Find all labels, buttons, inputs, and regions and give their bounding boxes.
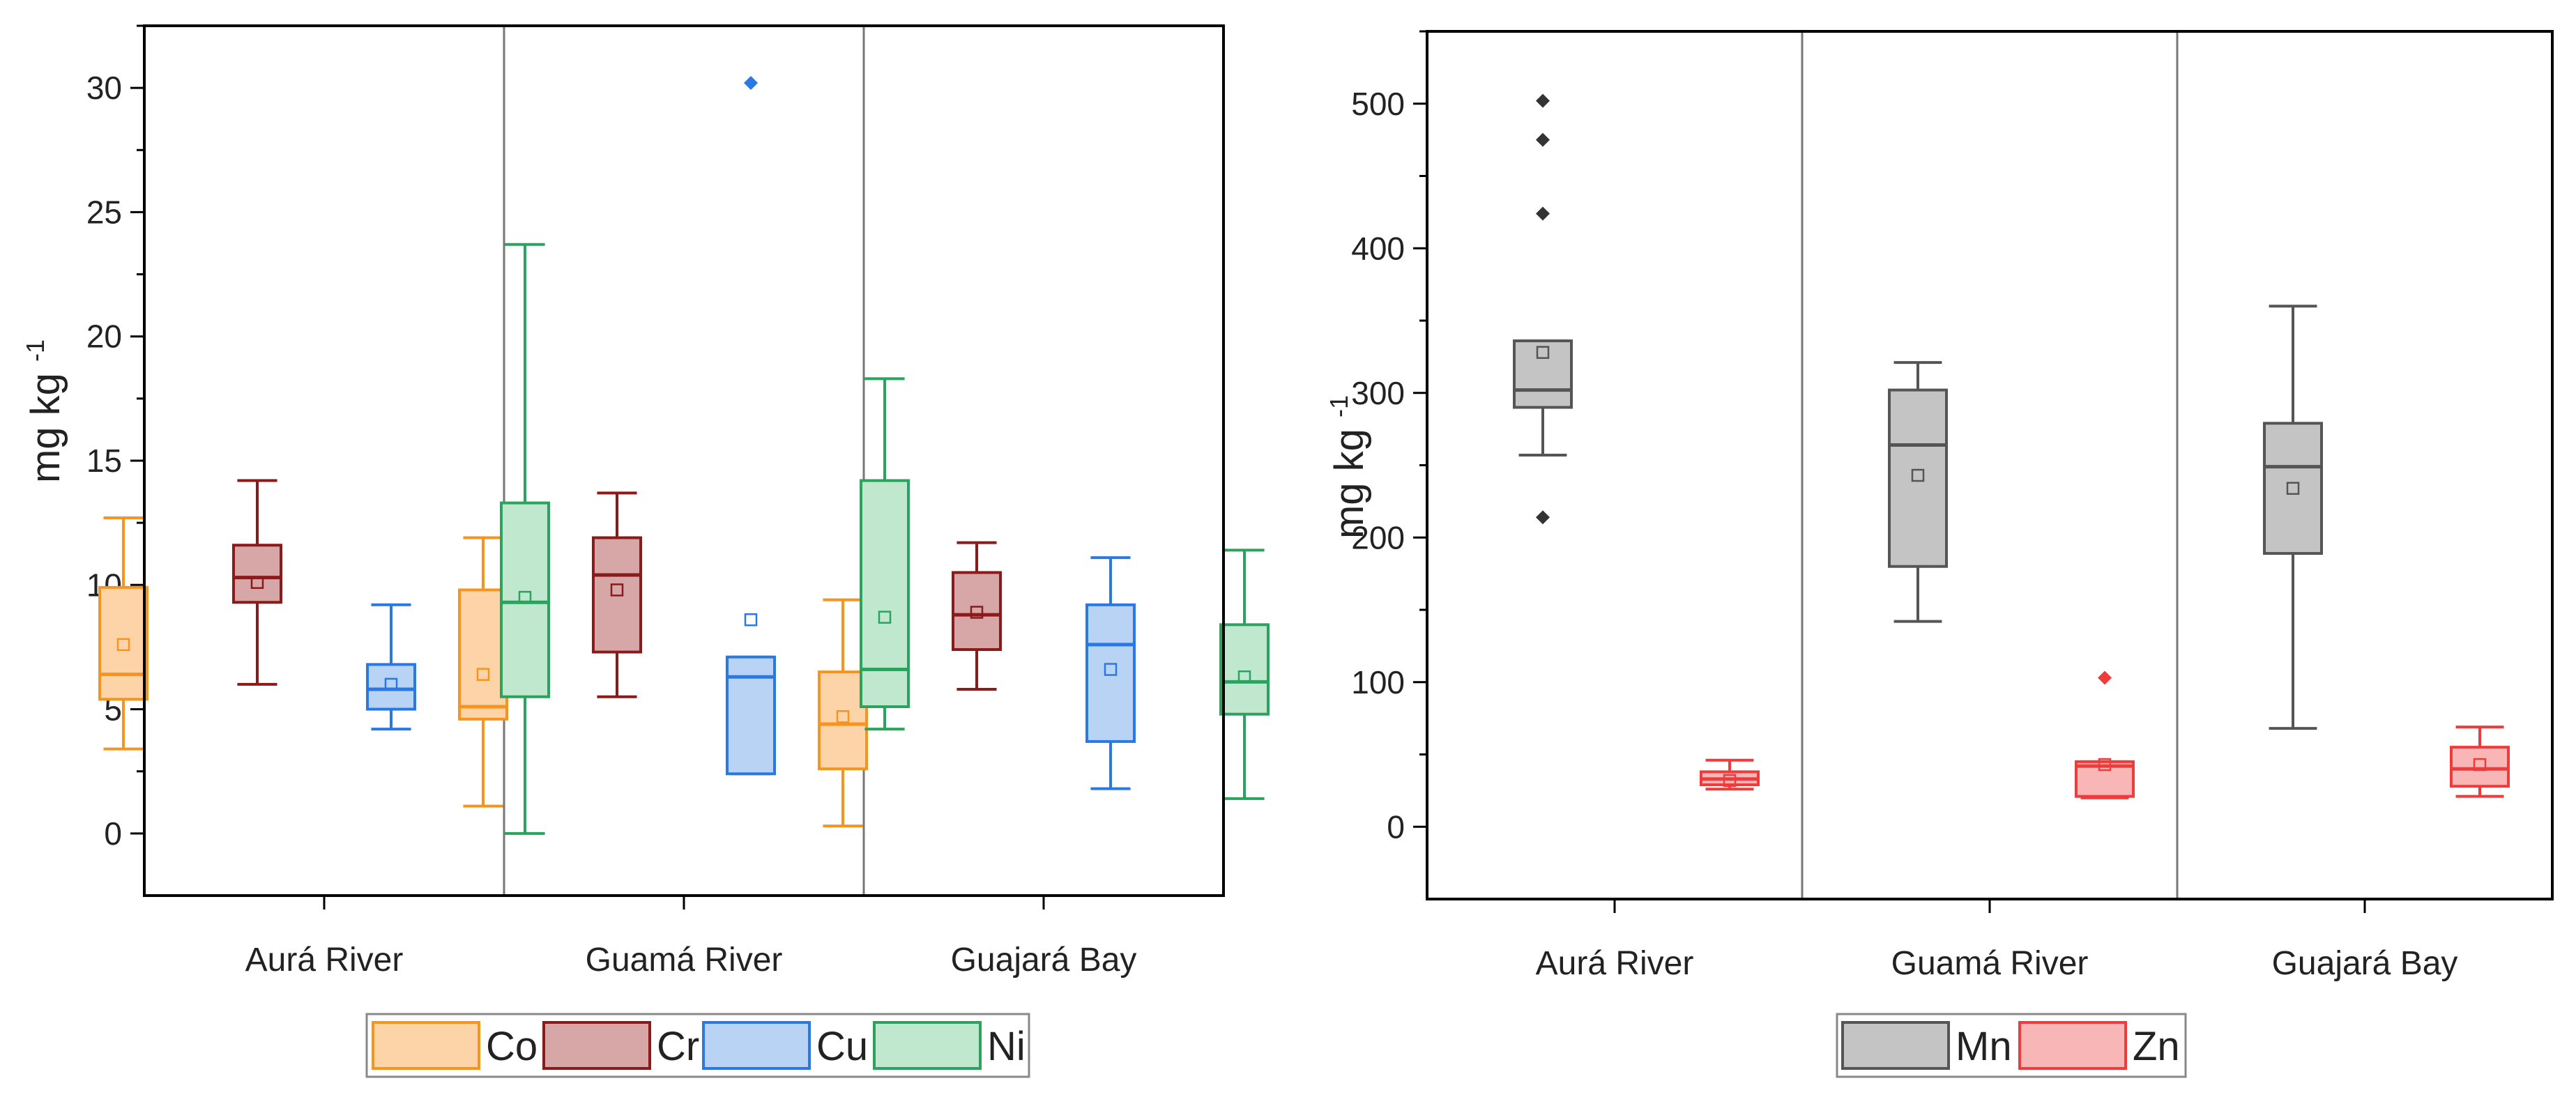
box-iqr: [232, 544, 282, 604]
plot-frame: [1426, 30, 2554, 900]
box-mn: [1513, 93, 1573, 525]
box-zn: [2075, 670, 2135, 799]
box-iqr: [860, 479, 910, 709]
y-tick-label: 100: [1351, 664, 1405, 700]
legend-label-cu: Cu: [816, 1024, 868, 1069]
y-axis-title-exponent: -1: [1325, 395, 1353, 417]
outlier-point: [1536, 93, 1550, 108]
box-iqr: [1085, 603, 1136, 743]
box-iqr: [2263, 422, 2323, 555]
legend-swatch-cr: [542, 1021, 651, 1070]
box-iqr: [1219, 623, 1270, 716]
box-ni: [500, 243, 550, 835]
legend-swatch-co: [372, 1021, 480, 1070]
legend-swatch-mn: [1841, 1021, 1950, 1070]
mean-marker: [250, 576, 264, 589]
outlier-point: [1536, 132, 1550, 147]
mean-marker: [2286, 482, 2300, 495]
y-tick-label: 300: [1351, 375, 1405, 411]
y-tick-label: 30: [86, 70, 122, 106]
mean-marker: [836, 710, 850, 723]
legend-label-ni: Ni: [987, 1024, 1026, 1069]
mean-marker: [744, 613, 758, 627]
box-ni: [860, 377, 910, 731]
legend: Mn Zn: [1836, 1013, 2187, 1078]
box-iqr: [1888, 388, 1948, 568]
mean-marker: [1104, 663, 1118, 676]
box-cu: [726, 76, 776, 776]
outlier-point: [1536, 206, 1550, 221]
box-mn: [2263, 305, 2323, 730]
mean-marker: [116, 638, 130, 652]
box-cr: [952, 541, 1002, 691]
mean-marker: [1911, 468, 1925, 482]
chart-2: 0 100 200 300 400 500 Aurá River Guamá River Gua…: [1325, 30, 2554, 1078]
box-zn: [2450, 726, 2510, 798]
box-iqr: [500, 501, 550, 698]
box-iqr: [98, 585, 148, 701]
outlier-point: [744, 76, 758, 91]
y-tick-label: 0: [104, 815, 122, 852]
mean-marker: [878, 611, 892, 624]
box-mn: [1888, 361, 1948, 623]
category-label: Aurá River: [245, 942, 404, 979]
box-iqr: [818, 670, 868, 771]
box-ni: [1219, 548, 1270, 800]
box-iqr: [366, 663, 416, 711]
mean-marker: [384, 677, 398, 691]
box-iqr: [458, 588, 508, 721]
mean-marker: [1536, 346, 1550, 359]
mean-marker: [610, 583, 624, 597]
y-axis-title: mg kg -1: [21, 339, 68, 483]
y-tick-label: 400: [1351, 230, 1405, 266]
mean-marker: [2098, 758, 2112, 772]
y-tick-label: 0: [1387, 808, 1405, 845]
y-axis-title-main: mg kg: [23, 362, 68, 483]
plot-frame: [143, 24, 1225, 897]
legend-label-cr: Cr: [657, 1024, 699, 1069]
box-iqr: [952, 571, 1002, 651]
mean-marker: [970, 606, 984, 619]
box-cu: [1085, 556, 1136, 790]
category-label: Guamá River: [1891, 945, 2089, 982]
y-axis-title: mg kg -1: [1325, 395, 1372, 539]
mean-marker: [1237, 670, 1251, 684]
y-tick-label: 20: [86, 319, 122, 355]
category-label: Aurá River: [1536, 945, 1694, 982]
legend-swatch-zn: [2018, 1021, 2127, 1070]
box-cr: [592, 491, 642, 698]
legend-label-zn: Zn: [2133, 1024, 2180, 1069]
y-tick-label: 200: [1351, 519, 1405, 555]
box-zn: [1700, 758, 1760, 791]
box-co: [818, 598, 868, 828]
legend-swatch-cu: [702, 1021, 811, 1070]
outlier-point: [2098, 670, 2112, 685]
box-co: [98, 516, 148, 751]
box-iqr: [1513, 339, 1573, 409]
y-axis-title-exponent: -1: [21, 339, 49, 362]
mean-marker: [476, 668, 490, 681]
y-tick-label: 25: [86, 194, 122, 230]
legend-label-co: Co: [486, 1024, 538, 1069]
y-axis-title-main: mg kg: [1327, 417, 1372, 539]
box-iqr: [2450, 746, 2510, 788]
mean-marker: [2473, 758, 2487, 772]
legend-label-mn: Mn: [1956, 1024, 2012, 1069]
legend-swatch-ni: [873, 1021, 982, 1070]
legend: Co Cr Cu Ni: [365, 1013, 1030, 1078]
y-tick-label: 500: [1351, 86, 1405, 122]
category-label: Guajará Bay: [951, 942, 1137, 979]
mean-marker: [1723, 774, 1737, 788]
outlier-point: [1536, 510, 1550, 525]
box-iqr: [726, 655, 776, 776]
box-co: [458, 536, 508, 808]
mean-marker: [518, 590, 532, 604]
category-label: Guajará Bay: [2272, 945, 2458, 982]
box-cr: [232, 479, 282, 686]
y-tick-label: 15: [86, 443, 122, 479]
category-label: Guamá River: [586, 942, 783, 979]
box-cu: [366, 603, 416, 731]
